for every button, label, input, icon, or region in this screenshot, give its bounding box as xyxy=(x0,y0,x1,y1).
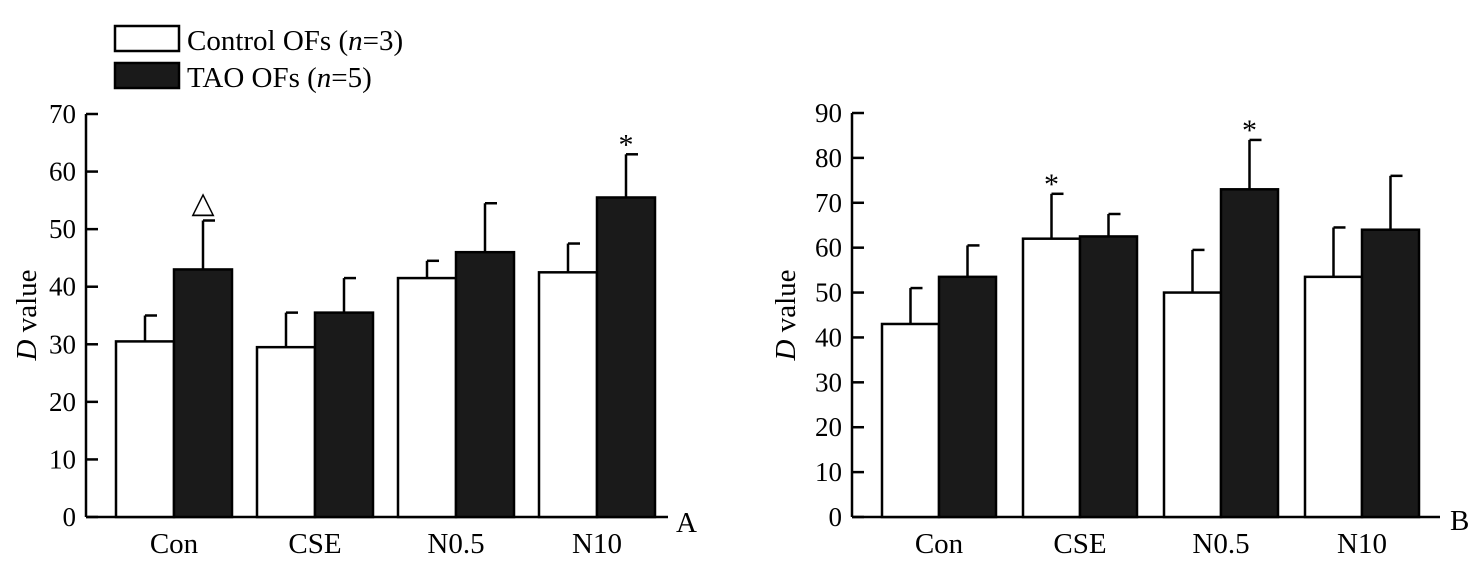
panel-a-bar-control xyxy=(537,271,599,519)
panel-a-y-tick-label: 20 xyxy=(49,387,76,417)
panel-a-y-tick-label: 40 xyxy=(49,272,76,302)
panel-b-bar-tao xyxy=(937,275,998,519)
legend-label-control: Control OFs (n=3) xyxy=(187,25,403,57)
panel-b-y-tick-label: 80 xyxy=(815,143,842,173)
panel-a-category-label: Con xyxy=(150,528,199,560)
panel-a-category-label: CSE xyxy=(288,528,341,560)
legend-label-tao: TAO OFs (n=5) xyxy=(187,62,372,94)
panel-b-y-tick-label: 90 xyxy=(815,98,842,128)
panel-b-y-tick-label: 30 xyxy=(815,367,842,397)
panel-a-bars xyxy=(114,153,657,519)
panel-b-y-tick-label: 20 xyxy=(815,412,842,442)
panel-b-bar-control xyxy=(880,322,941,519)
panel-a-y-tick-label: 10 xyxy=(49,444,76,474)
panel-b-significance-mark: * xyxy=(1044,168,1059,201)
panel-b-y-tick-label: 70 xyxy=(815,188,842,218)
panel-b-bar-control xyxy=(1162,291,1223,519)
panel-a-bar-control xyxy=(396,276,458,519)
panel-b-y-label: D value xyxy=(770,269,802,361)
panel-b-category-label: Con xyxy=(915,528,964,560)
panel-a-y-tick-label: 50 xyxy=(49,214,76,244)
panel-a-significance-mark: △ xyxy=(191,187,214,220)
panel-b-labels: Con CSE N0.5 N10 * * xyxy=(915,114,1387,560)
panel-b-y-tick-label: 0 xyxy=(829,502,843,532)
panel-a-y-label: D value xyxy=(11,269,43,361)
panel-a-y-tick-label: 30 xyxy=(49,329,76,359)
legend-swatch-tao xyxy=(113,61,181,90)
panel-b-bar-control xyxy=(1303,275,1364,519)
panel-a-y-tick-label: 0 xyxy=(63,502,77,532)
panel-b-y-tick-label: 50 xyxy=(815,278,842,308)
panel-b-bar-tao xyxy=(1360,228,1421,519)
panel-a-category-label: N10 xyxy=(572,528,622,560)
panel-a-y-tick-label: 70 xyxy=(49,99,76,129)
panel-a-bar-tao xyxy=(595,196,657,519)
panel-b-y-tick-label: 10 xyxy=(815,457,842,487)
panel-b-significance-mark: * xyxy=(1242,114,1257,147)
panel-b-bar-tao xyxy=(1219,188,1280,519)
panel-b-chart: 0 10 20 30 40 50 60 70 80 90 Con CSE N0.5 N10 * * D va… xyxy=(770,98,1469,560)
panel-b-bar-control xyxy=(1021,237,1082,519)
panel-a-bar-control xyxy=(255,345,317,519)
panel-b-category-label: N10 xyxy=(1337,528,1387,560)
panel-b-category-label: N0.5 xyxy=(1192,528,1249,560)
panel-a-bar-control xyxy=(114,340,176,519)
panel-a-bar-tao xyxy=(172,268,234,519)
legend-swatch-control xyxy=(113,24,181,53)
panel-b-y-tick-label: 40 xyxy=(815,322,842,352)
panel-b-category-label: CSE xyxy=(1053,528,1106,560)
panel-a-category-label: N0.5 xyxy=(427,528,484,560)
legend: Control OFs (n=3) TAO OFs (n=5) xyxy=(113,24,403,94)
panel-a-labels: Con CSE N0.5 N10 △ * xyxy=(150,128,634,560)
panel-a-bar-tao xyxy=(454,250,516,519)
panel-b-bar-tao xyxy=(1078,235,1139,519)
panel-b-y-tick-label: 60 xyxy=(815,233,842,263)
panel-b-bars xyxy=(880,138,1421,519)
panel-a-letter: A xyxy=(676,507,697,539)
panel-b-letter: B xyxy=(1450,505,1469,537)
panel-a-y-tick-label: 60 xyxy=(49,157,76,187)
panel-a-bar-tao xyxy=(313,311,375,519)
panel-a-significance-mark: * xyxy=(619,128,634,161)
